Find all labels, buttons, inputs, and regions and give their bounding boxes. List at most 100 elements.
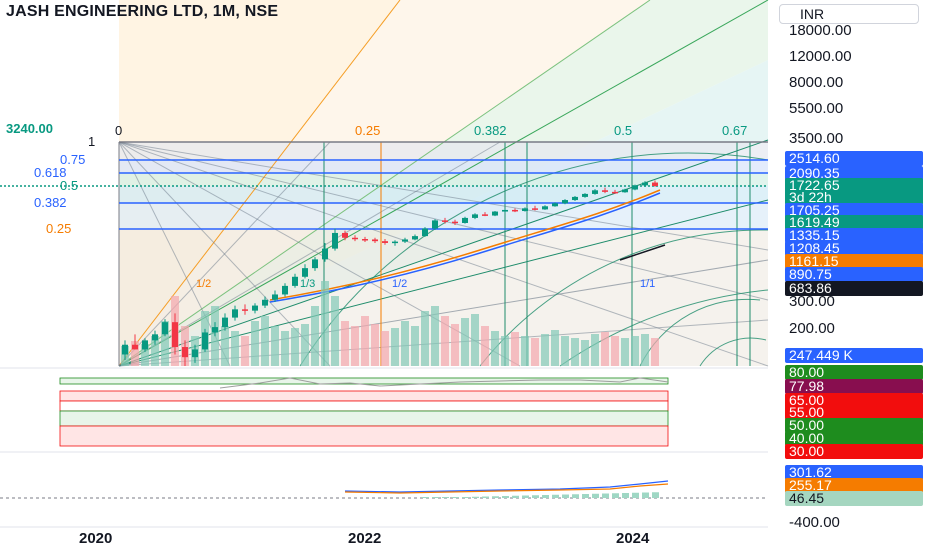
- volume-bar: [401, 321, 409, 366]
- candle: [642, 182, 648, 186]
- osc-hist-bar: [432, 497, 439, 498]
- osc-hist-bar: [522, 495, 529, 498]
- osc-hist-bar: [492, 496, 499, 498]
- candle: [602, 190, 608, 192]
- volume-bar: [471, 314, 479, 366]
- volume-bar: [151, 336, 159, 366]
- volume-bar: [631, 336, 639, 366]
- candle: [532, 208, 538, 210]
- candle: [612, 191, 618, 194]
- volume-bar: [431, 306, 439, 366]
- volume-bar: [321, 281, 329, 366]
- price-badge: 2514.60: [785, 151, 923, 166]
- volume-bar: [611, 336, 619, 366]
- volume-bar: [221, 326, 229, 366]
- volume-bar: [141, 344, 149, 366]
- countdown-badge: 3d 22h: [785, 190, 923, 205]
- price-badge: 1335.15: [785, 228, 923, 243]
- candle: [462, 217, 468, 223]
- osc-hist-bar: [612, 493, 619, 498]
- rsi-line: [219, 377, 669, 389]
- fib-level-label: 0.25: [46, 221, 72, 236]
- volume-bar: [131, 341, 139, 366]
- price-badge: 2090.35: [785, 166, 923, 181]
- volume-bar: [251, 321, 259, 366]
- osc-hist-bar: [622, 493, 629, 498]
- osc-hist-bar: [502, 496, 509, 498]
- fib-time-lines: [118, 142, 751, 366]
- rsi-band-30: [59, 425, 669, 447]
- fib-time-label: 0.67: [722, 123, 748, 138]
- symbol-title[interactable]: JASH ENGINEERING LTD, 1M, NSE: [6, 3, 279, 20]
- volume-bar: [391, 328, 399, 366]
- osc-hist-bar: [542, 495, 549, 498]
- currency-selector[interactable]: INR: [779, 4, 919, 24]
- volume-bar: [291, 328, 299, 366]
- fib-band-0618: [119, 173, 768, 186]
- volume-badge: 247.449 K: [785, 348, 923, 363]
- candle: [352, 237, 358, 240]
- time-tick: 2024: [616, 530, 650, 547]
- volume-bar: [231, 331, 239, 366]
- volume-bar: [261, 316, 269, 366]
- candle: [442, 220, 448, 222]
- fib-band-075: [119, 160, 768, 173]
- candle: [382, 241, 388, 243]
- volume-bar: [501, 336, 509, 366]
- osc-hist-bar: [442, 497, 449, 498]
- candle: [542, 206, 548, 210]
- fib-time-label: 0.5: [614, 123, 633, 138]
- volume-bar: [511, 332, 519, 366]
- fib-fan-arcs: [299, 152, 769, 367]
- fib-time-label: 0: [115, 123, 123, 138]
- volume-bar: [571, 338, 579, 366]
- volume-bar: [361, 316, 369, 366]
- rsi-band-65: [59, 390, 669, 402]
- candle: [272, 294, 278, 300]
- candle: [232, 309, 238, 318]
- fib-time-label: 0.382: [474, 123, 507, 138]
- candle: [592, 190, 598, 194]
- fib-level-label: 0.75: [60, 152, 86, 167]
- candle: [512, 209, 518, 212]
- fib-level-label: 0.5: [60, 178, 79, 193]
- candle: [402, 239, 408, 242]
- volume-bar: [541, 334, 549, 366]
- rsi-badge: 77.98: [785, 379, 923, 394]
- candle: [362, 239, 368, 241]
- candle: [142, 340, 148, 350]
- fan-ratio-label: 1/3: [300, 278, 316, 290]
- candle: [502, 209, 508, 212]
- osc-badge: 301.62: [785, 465, 923, 480]
- candle: [562, 200, 568, 204]
- osc-hist-bar: [562, 494, 569, 498]
- candle: [132, 344, 138, 350]
- price-tick: 12000.00: [789, 48, 852, 65]
- candle: [342, 232, 348, 238]
- candle: [652, 182, 658, 186]
- rsi-band-50: [59, 410, 669, 427]
- candle: [152, 334, 158, 341]
- trend-segment: [619, 244, 666, 261]
- fib-time-label: 0.25: [355, 123, 381, 138]
- candlesticks[interactable]: [122, 180, 658, 366]
- price-badge: 890.75: [785, 267, 923, 282]
- price-badge: 1705.25: [785, 203, 923, 218]
- last-price-badge: 1722.65: [785, 178, 923, 193]
- candle: [212, 327, 218, 333]
- volume-bar: [581, 340, 589, 366]
- candle: [302, 268, 308, 277]
- oscillator-pane: [0, 480, 768, 499]
- volume-bar: [621, 338, 629, 366]
- osc-hist-bar: [462, 497, 469, 498]
- rsi-badge: 55.00: [785, 405, 923, 420]
- candle: [432, 220, 438, 229]
- osc-hist-bar: [482, 496, 489, 498]
- volume-bar: [481, 326, 489, 366]
- candle: [222, 317, 228, 328]
- candle: [312, 259, 318, 269]
- osc-hist-bar: [452, 497, 459, 498]
- rsi-badge: 40.00: [785, 431, 923, 446]
- candle: [172, 322, 178, 348]
